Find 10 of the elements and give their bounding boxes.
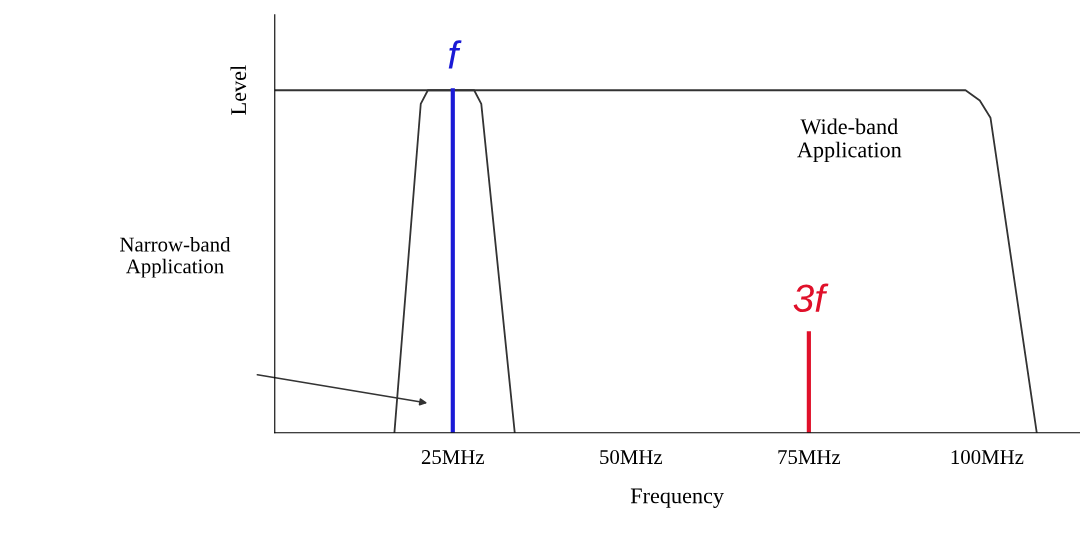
series-label: 3f [793,283,829,313]
x-tick-label: 75MHz [778,450,841,465]
x-axis-title: Frequency [630,488,724,508]
annotation: Wide-band Application [797,118,902,162]
text: Narrow-band Application [120,236,231,278]
series-label: f [448,40,462,69]
y-axis-title: Level [230,65,247,115]
x-tick-label: 25MHz [421,450,485,465]
x-tick-label: 100MHz [951,450,1024,465]
x-tick-label: 50MHz [600,450,663,465]
